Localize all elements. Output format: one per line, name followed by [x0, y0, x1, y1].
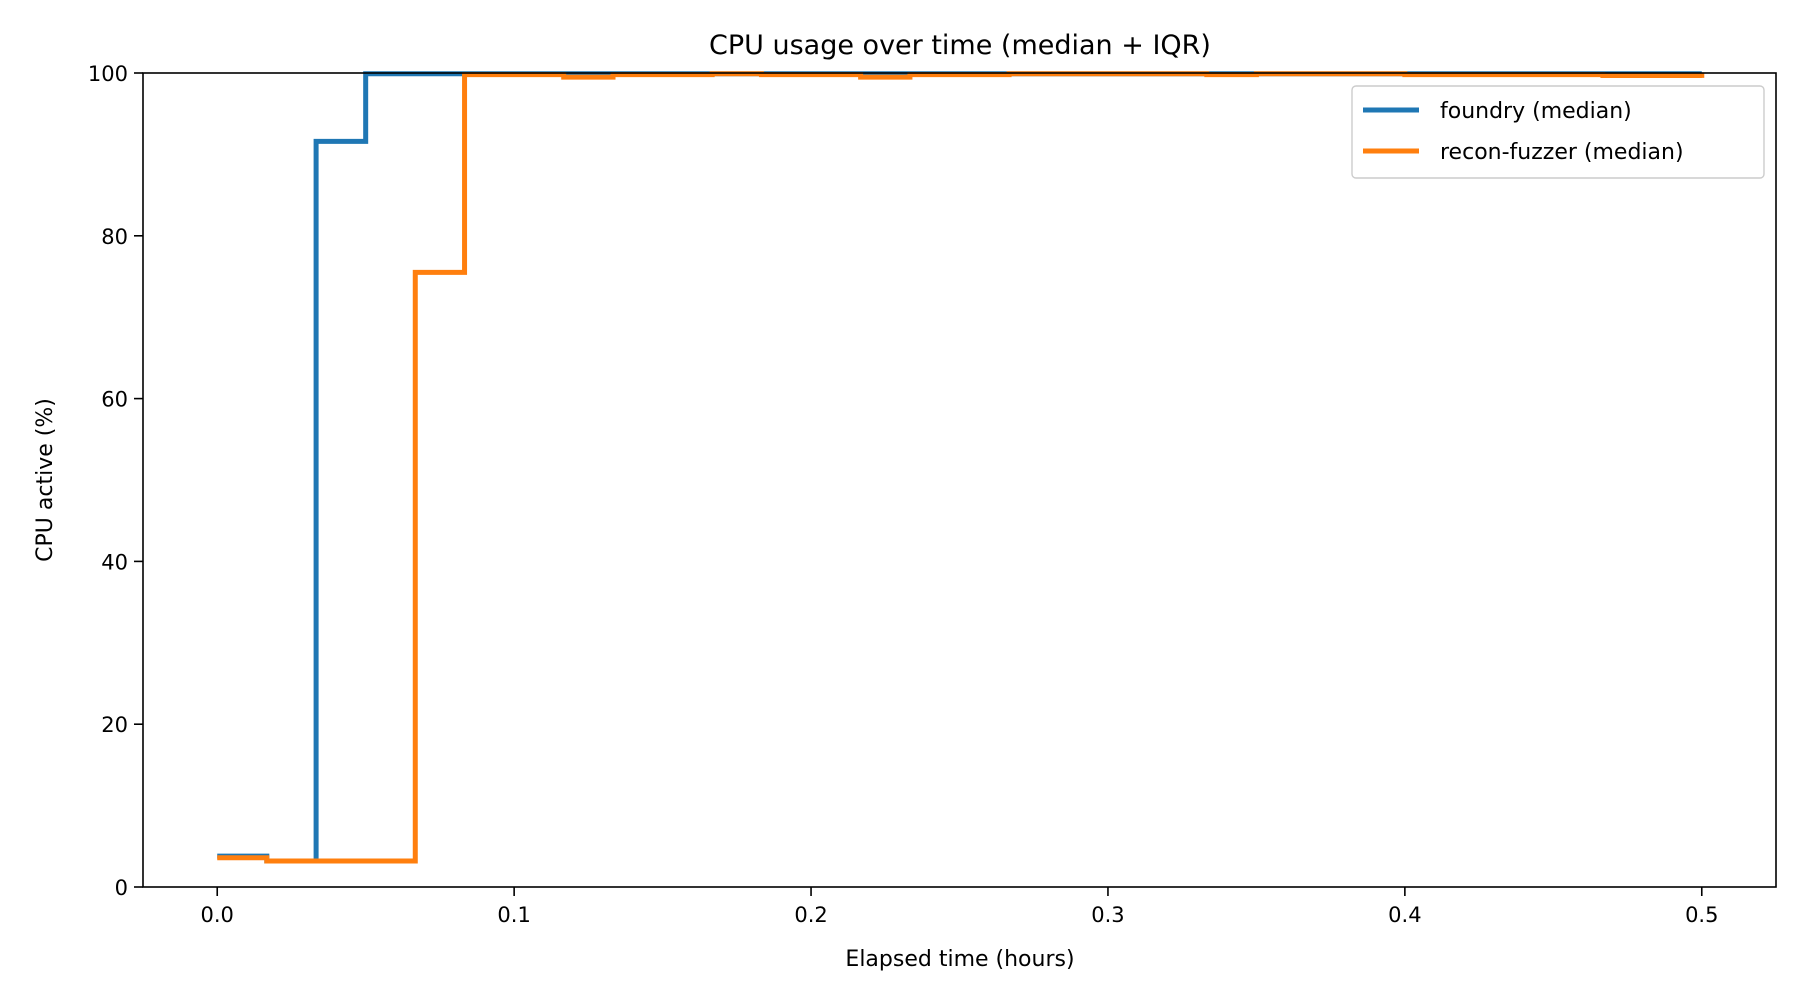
x-tick-label: 0.2 [794, 903, 827, 927]
x-axis: 0.0 0.1 0.2 0.3 0.4 0.5 [201, 887, 1718, 927]
legend-label-foundry: foundry (median) [1440, 99, 1632, 124]
y-tick-label: 40 [101, 550, 128, 574]
x-tick-label: 0.3 [1091, 903, 1124, 927]
chart-title: CPU usage over time (median + IQR) [709, 30, 1211, 61]
series-line-recon-fuzzer [217, 71, 1705, 864]
y-axis-label: CPU active (%) [33, 398, 58, 562]
x-tick-label: 0.1 [497, 903, 530, 927]
plot-area [217, 71, 1705, 864]
x-tick-label: 0.4 [1388, 903, 1421, 927]
y-tick-label: 20 [101, 713, 128, 737]
y-tick-label: 0 [115, 876, 128, 900]
y-tick-label: 100 [88, 62, 128, 86]
axes-frame [142, 72, 1777, 888]
x-tick-label: 0.5 [1685, 903, 1718, 927]
y-tick-label: 60 [101, 388, 128, 412]
y-tick-label: 80 [101, 225, 128, 249]
legend: foundry (median) recon-fuzzer (median) [1351, 85, 1765, 179]
legend-label-recon-fuzzer: recon-fuzzer (median) [1440, 140, 1684, 165]
legend-box [1351, 85, 1765, 179]
x-axis-label: Elapsed time (hours) [845, 947, 1074, 972]
y-axis: 0 20 40 60 80 100 [88, 62, 143, 900]
x-tick-label: 0.0 [201, 903, 234, 927]
